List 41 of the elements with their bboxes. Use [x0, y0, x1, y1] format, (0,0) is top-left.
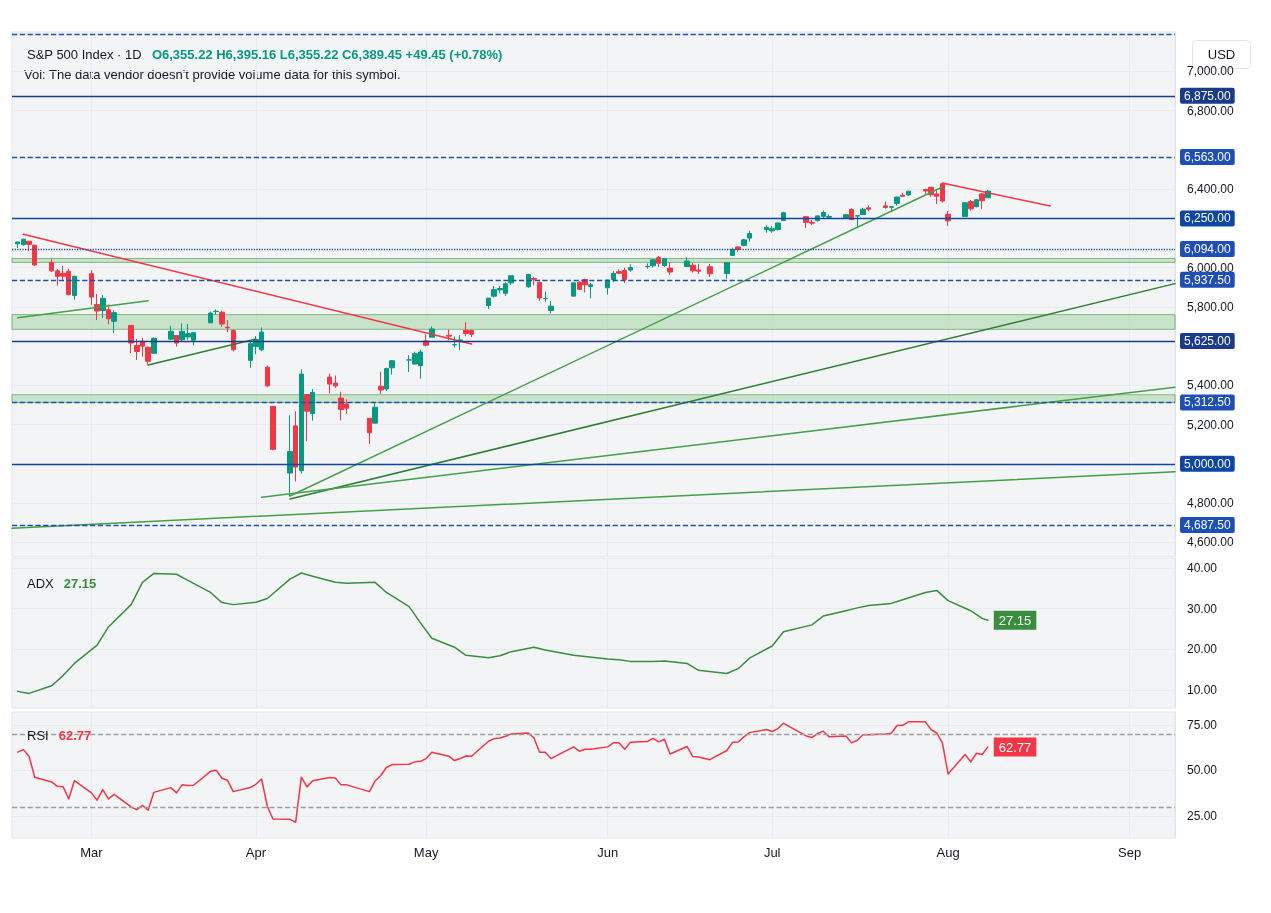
x-tick-label: Jul [763, 845, 781, 860]
y-tick-label: 5,400.00 [1187, 378, 1235, 393]
ref-line-label: 4,687.50 [1184, 518, 1232, 533]
y-tick-label: 30.00 [1187, 601, 1218, 616]
text: 62.77 [58, 727, 92, 743]
y-tick-label: 50.00 [1187, 763, 1218, 778]
y-tick-label: 7,000.00 [1187, 64, 1235, 79]
ref-line-label: 5,312.50 [1184, 395, 1232, 410]
text: RSI [27, 727, 49, 743]
y-tick-label: 4,600.00 [1187, 535, 1235, 550]
text: S&P 500 Index · 1D [27, 46, 142, 62]
text: 27.15 [63, 575, 97, 591]
ref-line-label: 5,625.00 [1184, 334, 1232, 349]
y-tick-label: 75.00 [1187, 717, 1218, 732]
x-tick-label: Aug [936, 845, 960, 860]
x-tick-label: Mar [80, 845, 104, 860]
text: O6,355.22 H6,395.16 L6,355.22 C6,389.45 +49.45 (+0.78%) [151, 46, 503, 62]
x-tick-label: May [413, 845, 439, 860]
ref-line-label: 6,875.00 [1184, 88, 1232, 103]
y-axis-title: USD [1207, 47, 1236, 62]
y-tick-label: 6,000.00 [1187, 260, 1235, 275]
ref-line-label: 6,563.00 [1184, 150, 1232, 165]
ref-line-label: 5,000.00 [1184, 456, 1232, 471]
y-tick-label: 10.00 [1187, 682, 1218, 697]
x-tick-label: Sep [1118, 845, 1142, 860]
y-tick-label: 40.00 [1187, 561, 1218, 576]
y-tick-label: 6,800.00 [1187, 103, 1235, 118]
y-tick-label: 6,400.00 [1187, 182, 1235, 197]
x-tick-label: Jun [597, 845, 619, 860]
ref-line-label: 6,094.00 [1184, 242, 1232, 257]
x-tick-label: Apr [245, 845, 267, 860]
y-tick-label: 25.00 [1187, 809, 1218, 824]
y-tick-label: 5,200.00 [1187, 417, 1235, 432]
ref-line-label: 6,250.00 [1184, 211, 1232, 226]
text: ADX [27, 575, 55, 591]
y-tick-label: 4,800.00 [1187, 496, 1235, 511]
data-label: 62.77 [998, 739, 1032, 755]
y-tick-label: 5,800.00 [1187, 299, 1235, 314]
ref-line-label: 5,937.50 [1184, 272, 1232, 287]
data-label: 27.15 [998, 612, 1032, 628]
y-tick-label: 20.00 [1187, 642, 1218, 657]
